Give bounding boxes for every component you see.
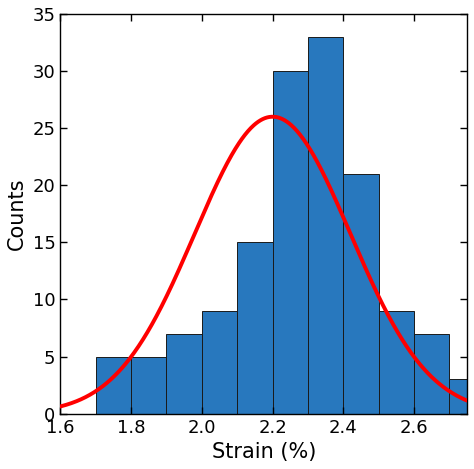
Bar (237, 242, 273, 414)
Bar (131, 356, 166, 414)
Bar (414, 334, 449, 414)
Bar (166, 334, 202, 414)
Bar (379, 311, 414, 414)
Bar (273, 71, 308, 414)
Bar (202, 311, 237, 414)
Bar (308, 37, 343, 414)
X-axis label: Strain (%): Strain (%) (211, 442, 316, 462)
Bar (96, 356, 131, 414)
Bar (449, 379, 474, 414)
Y-axis label: Counts: Counts (7, 178, 27, 250)
Bar (343, 174, 379, 414)
